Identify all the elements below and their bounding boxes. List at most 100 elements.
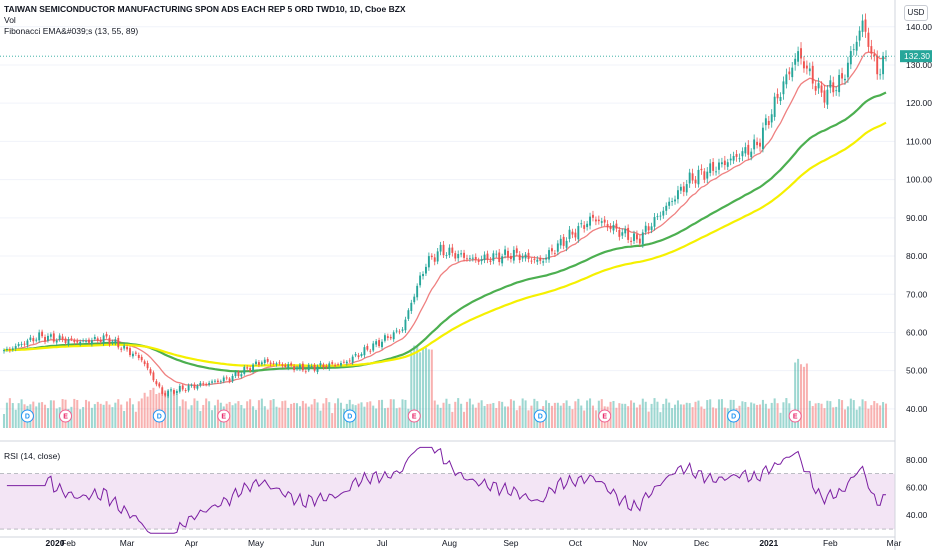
candle-body [764, 118, 767, 126]
volume-bar [445, 398, 448, 428]
candle-body [518, 254, 521, 261]
volume-bar [750, 402, 753, 428]
dividend-marker [20, 409, 34, 423]
candle-body [372, 343, 375, 351]
candle-body [167, 390, 170, 397]
candle-body [395, 330, 398, 332]
candle-body [158, 383, 161, 387]
volume-bar [630, 400, 633, 428]
candle-body [759, 142, 761, 147]
candle-body [635, 234, 638, 240]
time-tick-label: Jul [377, 538, 388, 548]
price-tick-label: 100.00 [906, 175, 932, 185]
candle-body [392, 332, 395, 340]
volume-bar [460, 403, 463, 428]
candle-body [530, 260, 533, 262]
candle-body [363, 347, 366, 356]
candle-body [753, 139, 756, 150]
volume-bar [706, 400, 709, 428]
candle-body [427, 256, 430, 268]
price-tick-label: 140.00 [906, 22, 932, 32]
price-tick-label: 50.00 [906, 366, 928, 376]
volume-bar [483, 405, 486, 428]
volume-bar [556, 402, 559, 428]
candle-body [656, 216, 659, 217]
price-tick-label: 110.00 [906, 136, 932, 146]
candle-body [11, 348, 14, 350]
candle-body [439, 244, 442, 252]
candle-body [93, 337, 96, 339]
candle-body [682, 186, 685, 192]
candle-body [214, 380, 216, 382]
candle-body [190, 384, 193, 386]
volume-bar [424, 347, 427, 428]
volume-bar [779, 412, 782, 428]
volume-bar [430, 349, 433, 428]
volume-bar [782, 402, 785, 428]
dividend-marker [727, 409, 741, 423]
candle-body [410, 302, 413, 311]
volume-bar [398, 407, 401, 428]
candle-body [187, 385, 190, 391]
candle-body [287, 364, 290, 368]
price-tick-label: 130.00 [906, 60, 932, 70]
time-tick-label: Sep [503, 538, 518, 548]
volume-bar [465, 401, 468, 428]
candle-body [706, 171, 709, 179]
candle-body [624, 228, 627, 234]
event-label: E [602, 414, 607, 421]
volume-bar [193, 398, 196, 428]
rsi-label: RSI (14, close) [4, 451, 61, 461]
volume-bar [211, 410, 214, 428]
candle-body [589, 216, 591, 226]
volume-bar [662, 403, 665, 428]
candle-body [864, 19, 867, 32]
candle-body [492, 253, 495, 261]
volume-bar [685, 402, 688, 428]
volume-bar [709, 399, 712, 428]
volume-bar [480, 400, 483, 428]
candle-body [662, 210, 665, 216]
candle-body [17, 344, 20, 346]
volume-bar [337, 398, 340, 428]
candle-body [331, 362, 334, 364]
candle-body [337, 364, 339, 366]
candle-body [803, 61, 805, 69]
candle-body [650, 226, 653, 230]
volume-bar [767, 408, 770, 428]
candle-body [835, 90, 838, 92]
volume-bar [512, 400, 515, 428]
time-tick-label: Oct [569, 538, 583, 548]
event-label: D [25, 414, 30, 421]
candle-body [231, 375, 234, 382]
volume-bar [433, 400, 436, 428]
ema-line-89 [4, 121, 887, 367]
time-tick-label: 2020 [46, 538, 65, 548]
candle-body [515, 248, 518, 253]
time-tick-label: Mar [887, 538, 902, 548]
volume-bar [237, 401, 240, 428]
currency-button[interactable]: USD [904, 5, 928, 21]
volume-bar [416, 346, 419, 428]
candle-body [175, 391, 178, 394]
volume-bar [123, 411, 126, 428]
candle-body [219, 381, 222, 383]
candle-body [814, 85, 817, 91]
event-label: D [731, 414, 736, 421]
candle-body [246, 367, 249, 369]
volume-bar [199, 411, 202, 428]
candle-body [867, 32, 870, 47]
volume-bar [439, 407, 442, 428]
candle-body [785, 74, 788, 85]
volume-bar [548, 402, 551, 428]
candle-body [826, 89, 829, 105]
volume-bar [152, 387, 155, 428]
time-tick-label: Nov [632, 538, 648, 548]
candle-body [524, 254, 527, 259]
candle-body [486, 253, 489, 260]
candle-body [594, 219, 597, 222]
candle-body [495, 253, 498, 255]
candle-body [477, 260, 480, 262]
